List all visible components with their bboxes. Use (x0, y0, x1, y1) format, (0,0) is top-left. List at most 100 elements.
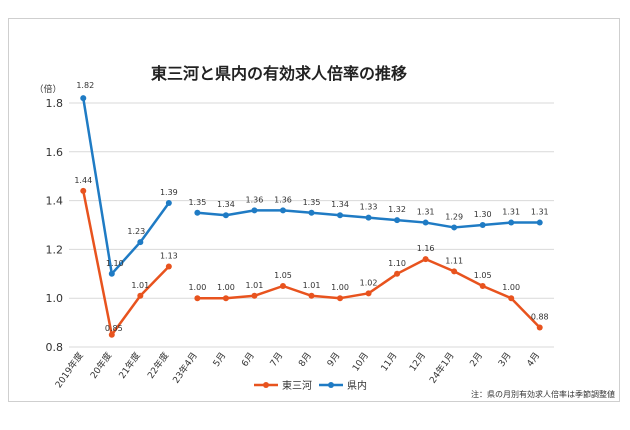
data-label-prefecture: 1.10 (106, 259, 124, 268)
data-label-prefecture: 1.34 (331, 200, 349, 209)
data-label-prefecture: 1.31 (531, 208, 549, 217)
x-tick-label: 21年度 (116, 350, 143, 381)
series-line-prefecture (82, 97, 170, 276)
data-point-prefecture (80, 95, 87, 102)
data-point-prefecture (508, 219, 515, 226)
data-point-higashimikawa (308, 292, 315, 299)
data-point-prefecture (536, 219, 543, 226)
x-tick-label: 12月 (407, 350, 428, 373)
y-axis-unit-label: （倍） (34, 83, 61, 95)
data-label-higashimikawa: 1.00 (188, 283, 206, 292)
data-point-higashimikawa (137, 292, 144, 299)
chart-title: 東三河と県内の有効求人倍率の推移 (151, 64, 407, 83)
x-tick-label: 5月 (211, 350, 228, 368)
data-point-higashimikawa (451, 268, 458, 275)
data-point-prefecture (137, 239, 144, 246)
data-point-higashimikawa (222, 295, 229, 302)
data-label-prefecture: 1.35 (303, 198, 321, 207)
data-label-higashimikawa: 1.10 (388, 259, 406, 268)
data-label-higashimikawa: 1.01 (131, 281, 149, 290)
data-label-higashimikawa: 1.02 (360, 278, 378, 287)
data-label-prefecture: 1.31 (502, 208, 520, 217)
data-label-higashimikawa: 1.00 (502, 283, 520, 292)
legend-marker-prefecture (328, 382, 334, 388)
data-point-prefecture (108, 270, 115, 277)
series-line-higashimikawa (82, 190, 170, 337)
y-tick-label: 1.0 (46, 292, 64, 305)
data-label-prefecture: 1.31 (417, 208, 435, 217)
data-label-higashimikawa: 1.11 (445, 256, 463, 265)
y-axis-ticks: 0.8 1.0 1.2 1.4 1.6 1.8 (46, 97, 64, 354)
data-label-prefecture: 1.32 (388, 205, 406, 214)
data-point-prefecture (451, 224, 458, 231)
data-point-prefecture (308, 209, 315, 216)
legend-marker-higashimikawa (263, 382, 269, 388)
data-point-higashimikawa (194, 295, 201, 302)
data-label-higashimikawa: 1.16 (417, 244, 435, 253)
data-label-prefecture: 1.36 (246, 195, 264, 204)
data-point-higashimikawa (108, 331, 115, 338)
data-label-prefecture: 1.29 (445, 212, 463, 221)
data-label-higashimikawa: 1.13 (160, 251, 178, 260)
data-labels: 1.44 0.85 1.01 1.13 1.00 1.00 1.01 1.05 1.01 1.00… (74, 81, 548, 333)
legend-label-prefecture: 県内 (347, 379, 367, 392)
series-lines (82, 97, 541, 337)
data-label-higashimikawa: 1.01 (246, 281, 264, 290)
x-tick-label: 3月 (496, 350, 513, 368)
x-tick-label: 11月 (379, 350, 400, 373)
data-label-prefecture: 1.39 (160, 188, 178, 197)
data-point-higashimikawa (365, 290, 372, 297)
data-label-prefecture: 1.30 (474, 210, 492, 219)
data-label-prefecture: 1.34 (217, 200, 235, 209)
legend: 東三河 県内 (254, 379, 367, 392)
data-point-prefecture (194, 209, 201, 216)
data-point-higashimikawa (337, 295, 344, 302)
data-point-prefecture (337, 212, 344, 219)
y-tick-label: 1.2 (46, 243, 64, 256)
y-tick-label: 1.4 (46, 195, 64, 208)
chart-frame: 東三河と県内の有効求人倍率の推移 （倍） 0.8 1.0 1.2 1.4 1.6 1.8 … (8, 18, 620, 402)
data-label-higashimikawa: 0.88 (531, 312, 549, 321)
x-tick-label: 2月 (468, 350, 485, 368)
data-label-higashimikawa: 1.00 (217, 283, 235, 292)
x-tick-label: 7月 (268, 350, 285, 368)
data-label-prefecture: 1.33 (360, 203, 378, 212)
x-tick-label: 24年1月 (427, 350, 457, 386)
data-point-higashimikawa (394, 270, 401, 277)
y-tick-label: 1.8 (46, 97, 64, 110)
data-label-higashimikawa: 1.00 (331, 283, 349, 292)
data-label-higashimikawa: 1.44 (74, 176, 92, 185)
data-label-higashimikawa: 0.85 (105, 324, 123, 333)
footnote: 注：県の月別有効求人倍率は季節調整値 (471, 389, 615, 399)
x-tick-label: 10月 (350, 350, 371, 373)
x-tick-label: 22年度 (145, 350, 172, 381)
legend-label-higashimikawa: 東三河 (282, 379, 312, 392)
data-label-higashimikawa: 1.01 (303, 281, 321, 290)
data-label-prefecture: 1.82 (76, 81, 94, 90)
data-point-higashimikawa (251, 292, 258, 299)
data-point-prefecture (251, 207, 258, 214)
data-point-prefecture (479, 222, 486, 228)
x-tick-label: 9月 (325, 350, 342, 368)
data-point-higashimikawa (422, 256, 429, 263)
data-point-higashimikawa (80, 187, 87, 194)
data-point-higashimikawa (508, 295, 515, 302)
x-tick-label: 8月 (296, 350, 313, 368)
data-point-prefecture (422, 219, 429, 226)
series-points (80, 95, 543, 338)
data-point-prefecture (394, 217, 401, 224)
data-label-prefecture: 1.35 (188, 198, 206, 207)
grid-lines (69, 102, 554, 348)
line-chart: 東三河と県内の有効求人倍率の推移 （倍） 0.81.01.21.41.61.8 … (34, 64, 615, 399)
data-point-prefecture (279, 207, 286, 214)
data-point-prefecture (365, 214, 372, 221)
data-point-prefecture (222, 212, 229, 219)
data-point-prefecture (165, 200, 172, 207)
y-tick-label: 1.6 (46, 146, 64, 159)
data-point-higashimikawa (536, 324, 543, 331)
data-label-prefecture: 1.36 (274, 195, 292, 204)
data-label-prefecture: 1.23 (127, 227, 145, 236)
x-tick-label: 6月 (239, 350, 256, 368)
data-label-higashimikawa: 1.05 (474, 271, 492, 280)
data-point-higashimikawa (165, 263, 172, 270)
